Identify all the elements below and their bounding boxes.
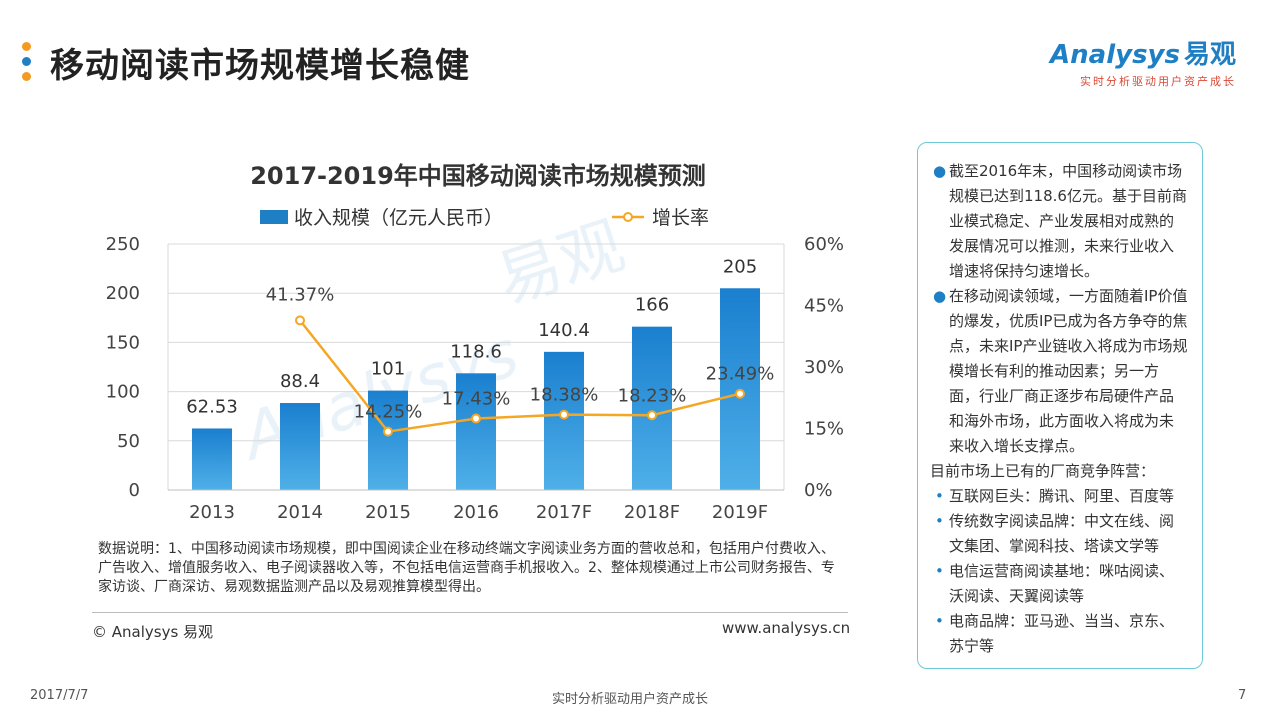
website-link[interactable]: www.analysys.cn	[722, 619, 851, 637]
bar-2014	[280, 403, 320, 490]
bar-2016	[456, 373, 496, 490]
competitor-subheading: 目前市场上已有的厂商竞争阵营：	[930, 462, 1156, 480]
bar-value-label: 205	[723, 256, 757, 277]
y-left-tick-label: 250	[106, 234, 140, 255]
competitor-item-text: 电信运营商阅读基地：咪咕阅读、沃阅读、天翼阅读等	[949, 562, 1175, 605]
x-tick-label: 2013	[189, 502, 235, 523]
growth-value-label: 17.43%	[442, 389, 511, 410]
logo-brand: Analysys	[1050, 40, 1180, 70]
growth-value-label: 23.49%	[706, 364, 775, 385]
y-left-tick-label: 150	[106, 332, 140, 353]
accent-dot	[22, 72, 31, 81]
growth-value-label: 14.25%	[354, 402, 423, 423]
accent-dot	[22, 57, 31, 66]
y-right-tick-label: 45%	[804, 296, 844, 317]
note-divider	[92, 612, 848, 613]
growth-point-2019F	[735, 388, 745, 399]
y-left-tick-label: 50	[117, 431, 140, 452]
chart-title: 2017-2019年中国移动阅读市场规模预测	[250, 162, 706, 190]
bullet-dot-icon: ●	[933, 162, 947, 180]
page-number: 7	[1238, 688, 1247, 703]
bar-value-label: 101	[371, 359, 405, 380]
legend-line-label: 增长率	[652, 207, 709, 229]
competitor-item: • 传统数字阅读品牌：中文在线、阅文集团、掌阅科技、塔读文学等	[930, 509, 1188, 559]
competitor-item: • 电商品牌：亚马逊、当当、京东、苏宁等	[930, 609, 1188, 659]
bar-value-label: 118.6	[450, 341, 502, 362]
bar-data-labels: 62.53 88.4 101 118.6 140.4 166 205	[186, 256, 757, 417]
y-left-tick-label: 200	[106, 283, 140, 304]
y-right-tick-label: 60%	[804, 234, 844, 255]
competitor-item: • 互联网巨头：腾讯、阿里、百度等	[930, 484, 1188, 509]
competitor-item-text: 传统数字阅读品牌：中文在线、阅文集团、掌阅科技、塔读文学等	[949, 512, 1175, 555]
competitor-item-text: 互联网巨头：腾讯、阿里、百度等	[949, 487, 1175, 505]
data-note: 数据说明：1、中国移动阅读市场规模，即中国阅读企业在移动终端文字阅读业务方面的营…	[98, 541, 835, 595]
copyright: © Analysys 易观	[92, 623, 214, 641]
bar-value-label: 166	[635, 295, 669, 316]
growth-line-series	[295, 315, 745, 437]
logo-tagline: 实时分析驱动用户资产成长	[1080, 75, 1236, 88]
logo-wordmark: Analysys 易观	[1050, 34, 1236, 71]
accent-dot	[22, 42, 31, 51]
analysys-logo: Analysys 易观 实时分析驱动用户资产成长	[1050, 34, 1236, 89]
bar-value-label: 140.4	[538, 320, 590, 341]
chart-legend: 收入规模（亿元人民币） 增长率	[260, 207, 709, 229]
x-tick-label: 2019F	[712, 502, 768, 523]
bar-2017F	[544, 351, 584, 490]
y-axis-right: 0% 15% 30% 45% 60%	[804, 234, 844, 501]
bullet-dot-icon: ●	[933, 287, 947, 305]
x-tick-label: 2016	[453, 502, 499, 523]
x-tick-label: 2015	[365, 502, 411, 523]
bar-series	[192, 288, 760, 490]
bullet-small-icon: •	[935, 562, 944, 580]
legend-line-marker	[623, 212, 633, 222]
growth-value-label: 18.38%	[530, 385, 599, 406]
x-tick-label: 2017F	[536, 502, 592, 523]
growth-line	[299, 319, 741, 433]
legend-bar-swatch	[260, 210, 288, 224]
y-left-tick-label: 0	[129, 480, 140, 501]
x-axis: 2013 2014 2015 2016 2017F 2018F 2019F	[168, 489, 784, 523]
line-data-labels: 41.37% 14.25% 17.43% 18.38% 18.23% 23.49%	[266, 284, 775, 422]
footer-date: 2017/7/7	[30, 688, 89, 703]
title-accent-dots	[22, 42, 32, 87]
growth-point-2014	[295, 315, 305, 326]
bar-2013	[192, 428, 232, 490]
logo-brand-cn: 易观	[1183, 40, 1236, 70]
bullet-small-icon: •	[935, 487, 944, 505]
competitor-item-text: 电商品牌：亚马逊、当当、京东、苏宁等	[949, 612, 1175, 655]
y-right-tick-label: 30%	[804, 357, 844, 378]
footer-tagline: 实时分析驱动用户资产成长	[552, 692, 709, 707]
insight-paragraph-2: ● 在移动阅读领域，一方面随着IP价值的爆发，优质IP已成为各方争夺的焦点，未来…	[930, 284, 1188, 459]
watermark-brand-cn: 易观	[488, 209, 633, 319]
bar-value-label: 62.53	[186, 396, 238, 417]
growth-point-2017F	[559, 409, 569, 420]
y-right-tick-label: 0%	[804, 480, 833, 501]
bar-2018F	[632, 326, 672, 490]
bullet-small-icon: •	[935, 612, 944, 630]
market-size-chart: Analysys 易观 2017-2019年中国移动阅读市场规模预测 收入规模（…	[106, 162, 844, 523]
growth-value-label: 18.23%	[618, 385, 687, 406]
x-tick-label: 2018F	[624, 502, 680, 523]
growth-point-2015	[383, 426, 393, 437]
competitor-item: • 电信运营商阅读基地：咪咕阅读、沃阅读、天翼阅读等	[930, 559, 1188, 609]
insight-paragraph-2-text: 在移动阅读领域，一方面随着IP价值的爆发，优质IP已成为各方争夺的焦点，未来IP…	[949, 287, 1188, 455]
insight-paragraph-1-text: 截至2016年末，中国移动阅读市场规模已达到118.6亿元。基于目前商业模式稳定…	[949, 162, 1187, 280]
y-axis-left: 0 50 100 150 200 250	[106, 234, 140, 501]
x-tick-label: 2014	[277, 502, 323, 523]
y-right-tick-label: 15%	[804, 419, 844, 440]
legend-bar-label: 收入规模（亿元人民币）	[294, 207, 503, 229]
growth-point-2018F	[647, 410, 657, 421]
y-left-tick-label: 100	[106, 382, 140, 403]
growth-value-label: 41.37%	[266, 284, 335, 305]
page-title: 移动阅读市场规模增长稳健	[50, 46, 470, 86]
insight-panel: ● 截至2016年末，中国移动阅读市场规模已达到118.6亿元。基于目前商业模式…	[917, 142, 1203, 669]
insight-paragraph-1: ● 截至2016年末，中国移动阅读市场规模已达到118.6亿元。基于目前商业模式…	[930, 159, 1188, 284]
bullet-small-icon: •	[935, 512, 944, 530]
bar-2015	[368, 390, 408, 490]
growth-point-2016	[471, 413, 481, 424]
bar-value-label: 88.4	[280, 371, 320, 392]
